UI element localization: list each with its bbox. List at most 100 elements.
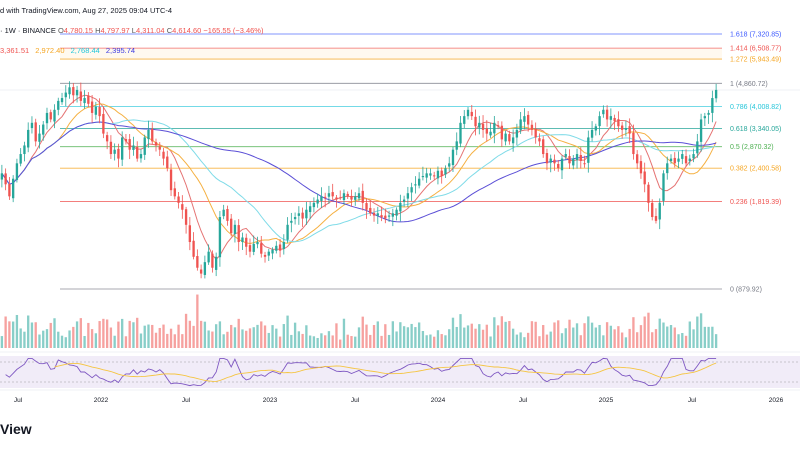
candle-body [369,207,372,214]
candle-body [19,154,22,164]
candle-body [387,215,391,217]
candle-body [72,87,75,96]
open-value: 4,780.15 [63,26,93,35]
volume-bar [666,326,669,348]
candle-body [594,126,597,131]
volume-bar [387,334,391,348]
ma1-value: 3,361.51 [0,46,30,55]
volume-bar [23,331,26,348]
candle-body [162,151,165,159]
candle-body [267,251,270,256]
volume-bar [75,321,79,348]
candle-body [173,188,176,197]
volume-bar [316,337,319,348]
candle-body [410,187,413,193]
candle-body [342,193,346,201]
volume-bar [478,324,481,348]
tradingview-logo-text: View [0,421,32,437]
candle-body [27,129,30,148]
volume-bar [128,320,131,348]
candle-body [448,163,451,167]
volume-bar [508,321,511,348]
high-label: H [95,26,101,35]
volume-bar [568,319,571,348]
volume-bar [425,335,428,348]
candle-body [305,209,308,219]
volume-bar [350,336,353,348]
open-label: O [57,26,64,35]
published-label: d with TradingView.com, Aug 27, 2025 09:… [0,6,173,15]
candle-body [15,163,19,180]
candle-body [158,146,161,150]
candle-body [230,218,233,234]
candle-body [669,158,673,161]
candle-body [301,212,304,219]
candle-body [376,213,379,216]
candle-body [316,199,319,204]
volume-bar [245,330,248,348]
volume-bar [628,328,631,348]
volume-bar [613,329,616,348]
volume-bar [199,320,203,348]
candle-body [553,159,556,164]
candle-body [60,98,64,103]
x-axis: Jul 2022 Jul 2023 Jul 2024 Jul 2025 Jul 2026 [14,397,784,404]
candle-body [34,122,37,142]
volume-bar [553,322,556,348]
candle-body [166,156,169,169]
volume-bar [207,330,210,348]
volume-bar [436,330,440,348]
candle-body [11,178,15,199]
candle-body [677,158,680,162]
candle-body [530,124,534,130]
candle-body [699,119,703,142]
volume-bar [8,321,11,348]
ma2-value: 2,972.40 [35,46,65,55]
volume-bar [444,335,447,348]
volume-bar [688,321,691,348]
candle-body [463,116,466,124]
candle-body [271,249,274,254]
candle-body [538,138,541,142]
volume-bar [222,334,225,348]
candle-body [481,123,485,130]
low-value: 4,311.04 [135,26,165,35]
candle-body [241,237,244,243]
fib-label-1.618: 1.618 (7,320.85) [730,32,781,39]
volume-bar [4,316,7,348]
candle-body [139,154,143,159]
candle-body [714,89,718,99]
ma-values-line: 3,361.51 2,972.40 2,768.44 2,395.74 [0,46,139,55]
candle-body [425,173,428,178]
volume-bar [139,333,143,348]
volume-bar [587,316,590,348]
volume-bar [511,328,515,348]
volume-bar [0,336,4,348]
candle-body [617,119,620,127]
candle-body [647,184,650,203]
candle-body [57,100,60,110]
volume-bar [79,318,82,348]
candle-body [147,129,150,140]
candle-body [395,209,398,216]
volume-bar [639,325,643,348]
candle-body [414,184,417,186]
volume-bar [305,325,308,348]
volume-bar [38,334,41,348]
candle-body [421,175,425,178]
candle-body [188,225,192,243]
volume-bar [575,323,579,348]
volume-bar [519,332,522,348]
volume-bar [583,323,586,348]
ohlc-line: · 1W · BINANCE O4,780.15 H4,797.97 L4,31… [0,26,263,35]
volume-bar [117,321,120,348]
ma-line-3 [1,119,717,243]
candle-body [662,173,665,201]
volume-bar [308,335,312,348]
volume-bar [11,321,15,348]
volume-bar [549,331,552,348]
volume-bar [248,328,252,348]
candle-body [124,139,128,142]
